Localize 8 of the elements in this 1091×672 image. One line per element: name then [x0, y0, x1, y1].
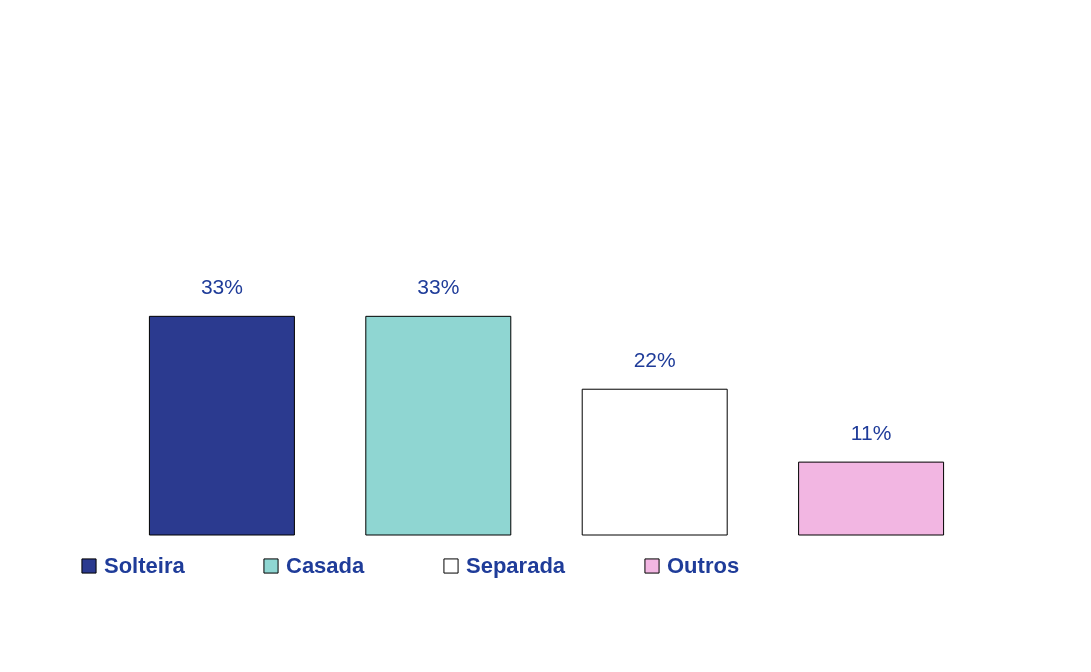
data-label: 33%	[417, 275, 460, 299]
legend-label: Outros	[667, 553, 740, 578]
legend-label: Separada	[466, 553, 566, 578]
data-label: 33%	[200, 275, 243, 299]
data-label: 22%	[633, 348, 676, 372]
legend-label: Solteira	[104, 553, 186, 578]
data-label: 11%	[850, 421, 892, 445]
legend-label: Casada	[286, 553, 366, 578]
